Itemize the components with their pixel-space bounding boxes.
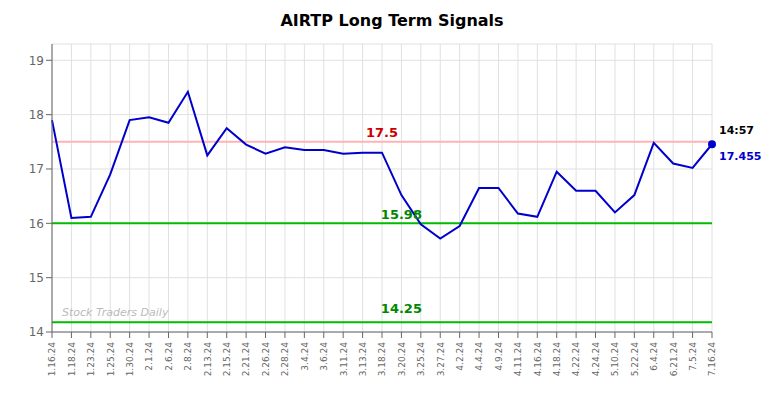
svg-text:3.20.24: 3.20.24 <box>397 342 407 377</box>
svg-text:7.5.24: 7.5.24 <box>688 342 698 371</box>
svg-text:5.22.24: 5.22.24 <box>630 342 640 377</box>
svg-text:4.22.24: 4.22.24 <box>572 342 582 377</box>
svg-text:1.25.24: 1.25.24 <box>106 342 116 377</box>
svg-text:6.21.24: 6.21.24 <box>669 342 679 377</box>
svg-text:18: 18 <box>29 108 44 122</box>
svg-text:3.27.24: 3.27.24 <box>436 342 446 377</box>
svg-text:7.16.24: 7.16.24 <box>707 342 717 377</box>
svg-text:4.2.24: 4.2.24 <box>455 342 465 371</box>
svg-text:4.4.24: 4.4.24 <box>474 342 484 371</box>
svg-text:2.15.24: 2.15.24 <box>222 342 232 377</box>
svg-text:3.6.24: 3.6.24 <box>319 342 329 371</box>
svg-text:16: 16 <box>29 217 44 231</box>
svg-text:4.18.24: 4.18.24 <box>552 342 562 377</box>
svg-text:14: 14 <box>29 325 44 339</box>
svg-text:Stock Traders Daily: Stock Traders Daily <box>62 306 169 319</box>
svg-text:2.28.24: 2.28.24 <box>280 342 290 377</box>
svg-text:3.13.24: 3.13.24 <box>358 342 368 377</box>
svg-text:2.26.24: 2.26.24 <box>261 342 271 377</box>
svg-text:19: 19 <box>29 54 44 68</box>
svg-text:1.16.24: 1.16.24 <box>47 342 57 377</box>
svg-text:4.11.24: 4.11.24 <box>513 342 523 377</box>
svg-text:5.10.24: 5.10.24 <box>610 342 620 377</box>
svg-text:17.455: 17.455 <box>719 150 761 163</box>
svg-text:2.6.24: 2.6.24 <box>164 342 174 371</box>
svg-text:1.30.24: 1.30.24 <box>125 342 135 377</box>
svg-text:4.16.24: 4.16.24 <box>533 342 543 377</box>
svg-text:3.18.24: 3.18.24 <box>377 342 387 377</box>
svg-text:15: 15 <box>29 271 44 285</box>
svg-text:14.25: 14.25 <box>381 301 422 316</box>
html-text:AIRTP Long Term Signals: AIRTP Long Term Signals <box>280 11 504 30</box>
svg-text:6.4.24: 6.4.24 <box>649 342 659 371</box>
svg-text:2.8.24: 2.8.24 <box>183 342 193 371</box>
svg-text:3.11.24: 3.11.24 <box>339 342 349 377</box>
svg-text:17: 17 <box>29 162 44 176</box>
svg-text:3.25.24: 3.25.24 <box>416 342 426 377</box>
svg-text:2.1.24: 2.1.24 <box>144 342 154 371</box>
svg-text:1.18.24: 1.18.24 <box>67 342 77 377</box>
svg-text:4.24.24: 4.24.24 <box>591 342 601 377</box>
svg-text:14:57: 14:57 <box>719 124 754 137</box>
svg-text:4.9.24: 4.9.24 <box>494 342 504 371</box>
svg-text:2.13.24: 2.13.24 <box>203 342 213 377</box>
svg-text:2.21.24: 2.21.24 <box>242 342 252 377</box>
svg-text:15.98: 15.98 <box>381 207 422 222</box>
svg-text:3.4.24: 3.4.24 <box>300 342 310 371</box>
svg-text:17.5: 17.5 <box>366 125 398 140</box>
svg-text:1.23.24: 1.23.24 <box>86 342 96 377</box>
